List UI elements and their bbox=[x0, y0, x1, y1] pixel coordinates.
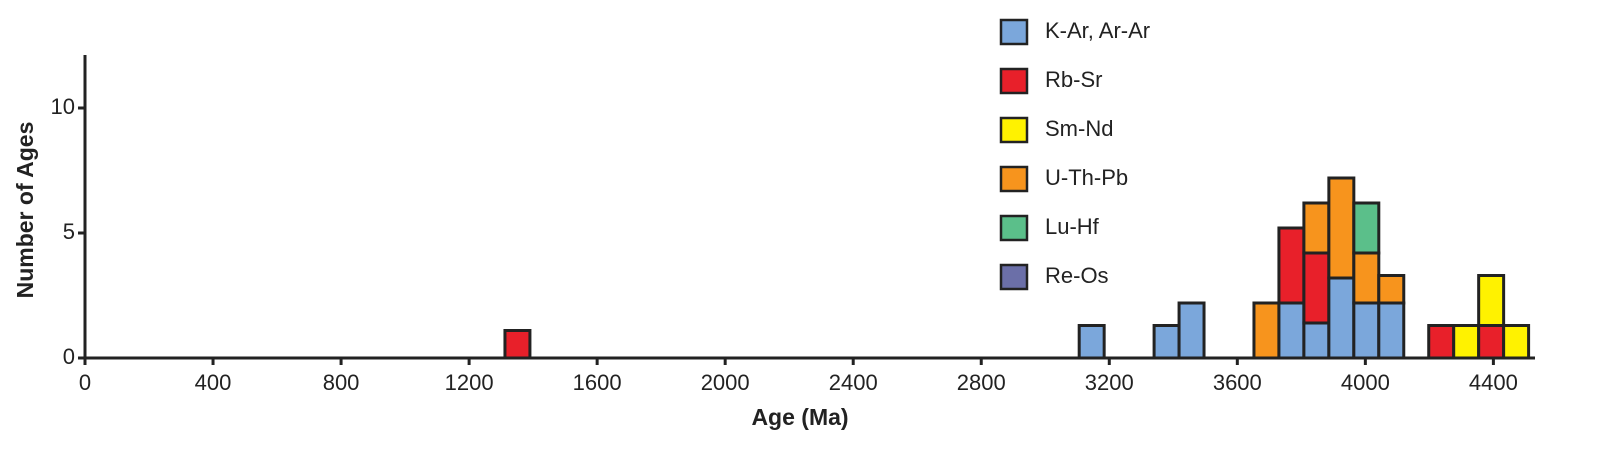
legend-swatch bbox=[999, 18, 1029, 46]
x-tick-label: 4400 bbox=[1469, 370, 1518, 395]
x-tick-label: 2000 bbox=[701, 370, 750, 395]
bar-segment bbox=[1302, 251, 1331, 325]
bar-segment bbox=[1327, 176, 1356, 280]
bar-segment bbox=[1152, 324, 1181, 360]
y-tick-label: 0 bbox=[63, 344, 75, 369]
y-axis-title: Number of Ages bbox=[12, 122, 38, 299]
legend-swatch bbox=[999, 214, 1029, 242]
bar-segment bbox=[1452, 324, 1481, 360]
bar-segment bbox=[1377, 301, 1406, 360]
x-tick-label: 1200 bbox=[445, 370, 494, 395]
x-tick-label: 1600 bbox=[573, 370, 622, 395]
bar-segment bbox=[1252, 301, 1281, 360]
bar-segment bbox=[1277, 301, 1306, 360]
bar-segment bbox=[1077, 324, 1106, 360]
bar-segment bbox=[1177, 301, 1206, 360]
legend-label: Rb-Sr bbox=[1045, 67, 1102, 92]
legend-label: K-Ar, Ar-Ar bbox=[1045, 18, 1150, 43]
bar-segment bbox=[1352, 301, 1381, 360]
legend-swatch bbox=[999, 116, 1029, 144]
legend-swatch bbox=[999, 165, 1029, 193]
x-tick-label: 800 bbox=[323, 370, 360, 395]
legend-label: U-Th-Pb bbox=[1045, 165, 1128, 190]
x-tick-label: 400 bbox=[195, 370, 232, 395]
bar-segment bbox=[1277, 226, 1306, 305]
bar-segment bbox=[1352, 251, 1381, 305]
y-tick-label: 10 bbox=[51, 94, 75, 119]
bar-segment bbox=[1502, 324, 1531, 360]
x-tick-label: 2400 bbox=[829, 370, 878, 395]
bar-segment bbox=[1327, 276, 1356, 360]
x-axis-title: Age (Ma) bbox=[751, 404, 848, 430]
bar-segment bbox=[1427, 324, 1456, 360]
x-tick-label: 3200 bbox=[1085, 370, 1134, 395]
x-tick-label: 2800 bbox=[957, 370, 1006, 395]
legend-swatch bbox=[999, 67, 1029, 95]
legend-label: Sm-Nd bbox=[1045, 116, 1113, 141]
legend-label: Re-Os bbox=[1045, 263, 1109, 288]
bar-segment bbox=[1377, 274, 1406, 305]
bar-segment bbox=[1477, 324, 1506, 360]
bar-segment bbox=[1302, 321, 1331, 360]
bar-segment bbox=[1302, 201, 1331, 255]
x-tick-label: 4000 bbox=[1341, 370, 1390, 395]
bar-segment bbox=[503, 329, 532, 360]
bar-segment bbox=[1477, 274, 1506, 327]
legend-label: Lu-Hf bbox=[1045, 214, 1100, 239]
y-tick-label: 5 bbox=[63, 219, 75, 244]
x-tick-label: 3600 bbox=[1213, 370, 1262, 395]
legend-swatch bbox=[999, 263, 1029, 291]
x-tick-label: 0 bbox=[79, 370, 91, 395]
bar-segment bbox=[1352, 201, 1381, 255]
